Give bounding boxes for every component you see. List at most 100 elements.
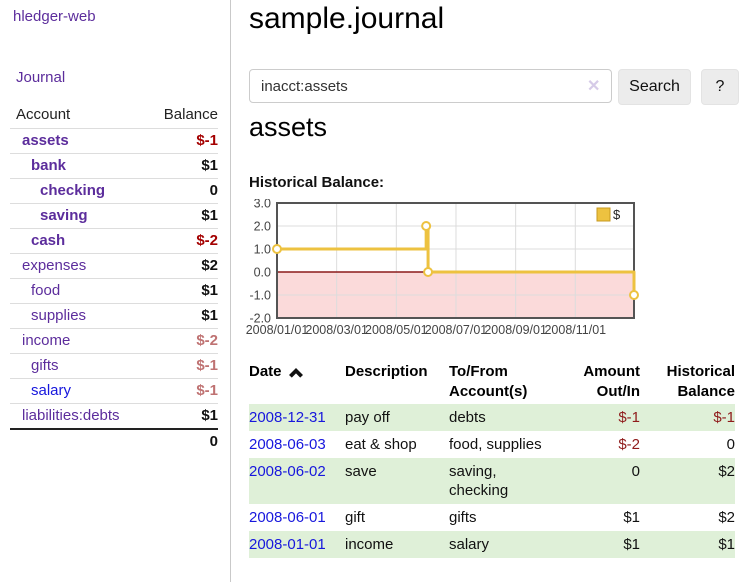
- sidebar-account-link[interactable]: gifts: [31, 357, 59, 374]
- column-header-date[interactable]: Date: [249, 360, 345, 404]
- main-content: sample.journal ✕ Search ? assets Histori…: [246, 0, 742, 582]
- total-spacer: [10, 429, 144, 454]
- accounts-total-row: 0: [10, 429, 218, 454]
- balance-chart-svg: 3.0 2.0 1.0 0.0 -1.0 -2.02008/01/012008/03/01…: [246, 197, 639, 337]
- transaction-accounts: debts: [449, 409, 486, 426]
- transaction-description: pay off: [345, 409, 390, 426]
- sidebar: hledger-web Journal Account Balance asse…: [0, 0, 231, 582]
- page-title: sample.journal: [249, 2, 445, 35]
- search-form: ✕ Search ?: [249, 69, 742, 105]
- historical-balance-chart: 3.0 2.0 1.0 0.0 -1.0 -2.0 2008/01/01 2008/03/01…: [245, 197, 645, 344]
- sidebar-account-row: supplies $1: [10, 303, 218, 329]
- svg-text:2008/03/01: 2008/03/01: [305, 323, 368, 337]
- transaction-row: 2008-12-31 pay off debts $-1 $-1: [249, 404, 735, 431]
- help-button[interactable]: ?: [701, 69, 739, 105]
- transaction-accounts: salary: [449, 536, 490, 553]
- account-heading: assets: [249, 112, 328, 142]
- brand-link[interactable]: hledger-web: [13, 8, 96, 25]
- transaction-amount: 0: [631, 463, 640, 480]
- transaction-accounts: gifts: [449, 509, 477, 526]
- sidebar-account-link[interactable]: saving: [40, 207, 88, 224]
- sidebar-account-balance: $-1: [196, 382, 218, 399]
- transaction-date-link[interactable]: 2008-06-02: [249, 463, 326, 480]
- transaction-amount: $1: [623, 536, 640, 553]
- sidebar-account-link[interactable]: bank: [31, 157, 67, 174]
- sidebar-account-balance: $2: [201, 257, 218, 274]
- svg-text:1.0: 1.0: [254, 243, 271, 257]
- svg-text:2008/11/01: 2008/11/01: [544, 323, 606, 337]
- svg-text:3.0: 3.0: [254, 199, 271, 211]
- sidebar-account-link[interactable]: cash: [31, 232, 66, 249]
- column-header-amount: Amount Out/In: [583, 363, 640, 400]
- register-table: Date Description To/From Account(s) Amou…: [249, 360, 735, 558]
- svg-text:-2.0: -2.0: [249, 312, 271, 326]
- sidebar-account-row: salary $-1: [10, 378, 218, 404]
- sidebar-account-balance: $1: [201, 282, 218, 299]
- sidebar-account-balance: $1: [201, 157, 218, 174]
- transaction-row: 2008-06-03 eat & shop food, supplies $-2 0: [249, 431, 735, 458]
- sidebar-account-link[interactable]: expenses: [22, 257, 87, 274]
- sidebar-account-balance: $-2: [196, 232, 218, 249]
- sidebar-account-link[interactable]: checking: [40, 182, 106, 199]
- sidebar-account-row: saving $1: [10, 203, 218, 229]
- svg-text:2008/01/01: 2008/01/01: [246, 323, 309, 337]
- sidebar-account-link[interactable]: supplies: [31, 307, 87, 324]
- column-header-accounts: To/From Account(s): [449, 363, 528, 400]
- register-table-body: 2008-12-31 pay off debts $-1 $-1 2008-06-03 ea…: [249, 404, 735, 558]
- chart-title: Historical Balance:: [249, 174, 385, 191]
- sidebar-account-balance: $-1: [196, 357, 218, 374]
- transaction-date-link[interactable]: 2008-01-01: [249, 536, 326, 553]
- sidebar-account-row: checking 0: [10, 178, 218, 204]
- sidebar-account-link[interactable]: income: [22, 332, 71, 349]
- transaction-row: 2008-06-01 gift gifts $1 $2: [249, 504, 735, 531]
- sidebar-account-row: gifts $-1: [10, 353, 218, 379]
- transaction-description: gift: [345, 509, 366, 526]
- transaction-accounts: saving, checking: [449, 463, 509, 499]
- transaction-date-link[interactable]: 2008-06-03: [249, 436, 326, 453]
- transaction-row: 2008-01-01 income salary $1 $1: [249, 531, 735, 558]
- transaction-balance: $2: [718, 463, 735, 480]
- column-header-description: Description: [345, 363, 428, 380]
- accounts-total-value: 0: [209, 433, 218, 450]
- transaction-date-link[interactable]: 2008-12-31: [249, 409, 326, 426]
- transaction-balance: 0: [726, 436, 735, 453]
- sidebar-account-balance: $-1: [196, 132, 218, 149]
- transaction-date-link[interactable]: 2008-06-01: [249, 509, 326, 526]
- sidebar-account-row: cash $-2: [10, 228, 218, 254]
- transaction-accounts: food, supplies: [449, 436, 542, 453]
- svg-text:$: $: [613, 207, 621, 222]
- date-header-label: Date: [249, 363, 282, 380]
- svg-text:-1.0: -1.0: [249, 289, 271, 303]
- sidebar-account-link[interactable]: liabilities:debts: [22, 407, 120, 424]
- sidebar-account-link[interactable]: food: [31, 282, 61, 299]
- sidebar-account-balance: $1: [201, 407, 218, 424]
- sidebar-account-link[interactable]: salary: [31, 382, 72, 399]
- search-button[interactable]: Search: [618, 69, 691, 105]
- transaction-row: 2008-06-02 save saving, checking 0 $2: [249, 458, 735, 504]
- transaction-balance: $1: [718, 536, 735, 553]
- transaction-balance: $-1: [713, 409, 735, 426]
- sidebar-account-link[interactable]: assets: [22, 132, 69, 149]
- clear-search-icon[interactable]: ✕: [587, 78, 601, 95]
- search-input[interactable]: [249, 69, 612, 103]
- accounts-table-body: assets $-1 bank $1 checking 0 saving $1 cash $-2 e…: [10, 128, 218, 430]
- accounts-table: Account Balance assets $-1 bank $1 checking 0…: [10, 103, 218, 454]
- sidebar-account-balance: $-2: [196, 332, 218, 349]
- balance-column-header: Balance: [163, 106, 218, 123]
- transaction-description: save: [345, 463, 377, 480]
- svg-text:2008/07/01: 2008/07/01: [425, 323, 488, 337]
- sidebar-account-row: assets $-1: [10, 128, 218, 154]
- svg-text:2.0: 2.0: [254, 220, 271, 234]
- svg-text:0.0: 0.0: [254, 266, 271, 280]
- sidebar-account-row: liabilities:debts $1: [10, 403, 218, 430]
- transaction-description: income: [345, 536, 394, 553]
- sidebar-account-row: expenses $2: [10, 253, 218, 279]
- sidebar-account-row: bank $1: [10, 153, 218, 179]
- sidebar-account-balance: $1: [201, 307, 218, 324]
- accounts-column-header: Account: [16, 106, 71, 123]
- sort-ascending-icon: [288, 368, 303, 378]
- column-header-balance: Historical Balance: [666, 363, 735, 400]
- register-header-row: Date Description To/From Account(s) Amou…: [249, 360, 735, 404]
- sidebar-item-journal[interactable]: Journal: [16, 69, 66, 86]
